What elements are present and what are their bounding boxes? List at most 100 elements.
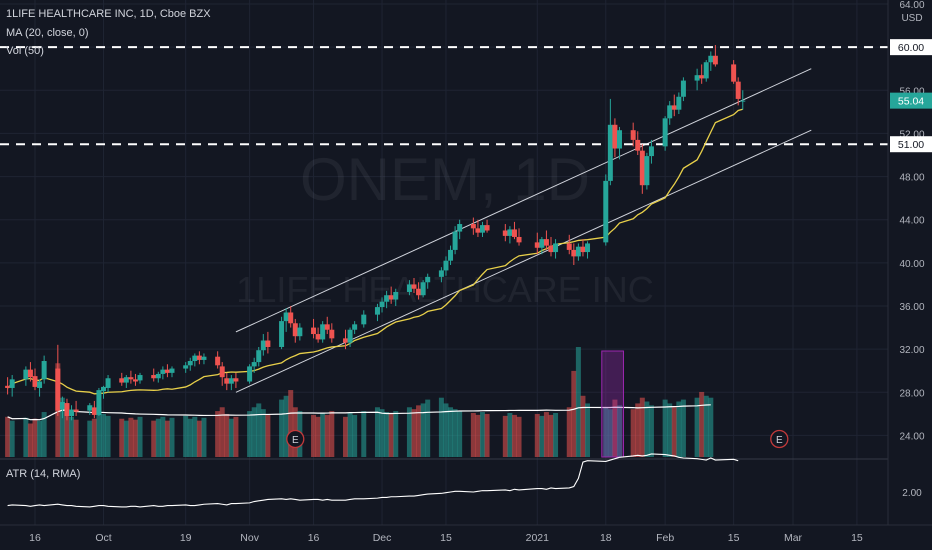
candle-body [283, 312, 289, 322]
volume-bar [662, 399, 668, 457]
ma-line [7, 108, 743, 395]
volume-bar [215, 411, 221, 457]
candle-body [160, 369, 166, 374]
time-tick-label: 15 [851, 532, 863, 544]
price-axis[interactable]: USD 64.00 56.00 52.00 48.00 44.00 40.00 36.00 32… [890, 0, 932, 499]
volume-bar [635, 403, 641, 457]
volume-bar [27, 423, 33, 457]
volume-highlight-box [601, 350, 624, 458]
volume-bar [694, 397, 700, 457]
currency-label: USD [901, 13, 922, 24]
time-tick-label: 16 [308, 532, 320, 544]
candle-body [502, 230, 508, 236]
volume-bar [388, 413, 394, 457]
candle-body [676, 96, 682, 110]
channel-line-lower[interactable] [235, 129, 812, 393]
earnings-marker[interactable] [770, 429, 789, 449]
atr-line [7, 453, 739, 508]
candle-body [164, 369, 170, 373]
volume-bar [169, 417, 175, 457]
level-price-tag[interactable] [890, 39, 932, 56]
volume-bar [59, 397, 65, 457]
candle-body [292, 323, 298, 337]
volume-bar [187, 418, 193, 457]
volume-bar [279, 399, 285, 457]
level-price-label: 51.00 [898, 139, 924, 151]
candle-body [9, 379, 15, 388]
candle-body [320, 324, 326, 340]
volume-bar [708, 397, 714, 457]
volume-bar [703, 395, 709, 457]
symbol-title[interactable]: 1LIFE HEALTHCARE INC, 1D, Cboe BZX [6, 8, 211, 20]
volume-bar [260, 409, 266, 457]
watermark: ONEM, 1D 1LIFE HEALTHCARE INC [236, 146, 653, 310]
volume-bar [151, 420, 157, 457]
candle-body [59, 401, 65, 410]
atr-legend[interactable]: ATR (14, RMA) [6, 468, 81, 480]
moving-average [7, 108, 743, 395]
volume-bar [5, 416, 11, 457]
volume-bar [347, 413, 353, 457]
time-tick-label: 18 [600, 532, 612, 544]
volume-bar [644, 401, 650, 457]
candles [5, 44, 746, 421]
candle-body [64, 403, 70, 417]
volume-bar [64, 411, 70, 457]
time-tick-label: Oct [95, 532, 111, 544]
time-tick-label: Nov [240, 532, 259, 544]
candle-body [315, 334, 321, 340]
volume-bar [96, 407, 102, 457]
candle-body [662, 118, 668, 147]
volume-bar [420, 403, 426, 457]
level-price-tag[interactable] [890, 136, 932, 153]
volume-bar [324, 414, 330, 457]
channel-line-upper[interactable] [235, 68, 812, 333]
horizontal-levels[interactable] [0, 46, 888, 146]
candle-body [247, 366, 253, 382]
candle-body [201, 356, 207, 360]
candle-body [183, 365, 189, 369]
candle-body [119, 378, 125, 383]
trend-channel[interactable] [235, 68, 812, 393]
candle-body [132, 379, 138, 382]
candle-body [393, 291, 399, 300]
volume-bar [511, 414, 517, 457]
last-price-tag[interactable] [890, 92, 932, 109]
price-tick-label: 36.00 [899, 302, 924, 313]
candle-body [374, 307, 380, 315]
volume-bar [361, 411, 367, 457]
candle-body [5, 385, 11, 388]
time-tick-label: Feb [656, 532, 674, 544]
volume-bar [548, 414, 554, 457]
volume-bar [406, 407, 412, 457]
volume-bar [311, 414, 317, 457]
time-axis[interactable]: 16 Oct 19 Nov 16 Dec 15 2021 18 Feb 15 Mar 15 [29, 532, 863, 544]
candle-body [384, 295, 390, 302]
volume-bar [543, 412, 549, 457]
candle-body [379, 301, 385, 308]
volume-bar [425, 399, 431, 457]
volume-bar [580, 395, 586, 457]
volume-bar [87, 420, 93, 457]
volume-bar [507, 413, 513, 457]
candle-body [347, 329, 353, 343]
price-tick-label: 64.00 [899, 0, 924, 11]
time-tick-label: 2021 [526, 532, 550, 544]
candle-body [457, 224, 463, 232]
volume-bar [73, 419, 79, 457]
candle-body [73, 409, 79, 412]
ma-legend[interactable]: MA (20, close, 0) [6, 27, 89, 39]
candle-body [192, 355, 198, 362]
volume-bar [566, 407, 572, 457]
volume-bar [329, 411, 335, 457]
earnings-marker[interactable] [286, 429, 305, 449]
volume-legend[interactable]: Vol (50) [6, 45, 44, 57]
candle-body [443, 260, 449, 271]
volume-bar [571, 370, 577, 457]
candle-body [712, 55, 718, 65]
volume-bar [132, 419, 138, 457]
candle-body [507, 229, 513, 236]
candle-body [680, 80, 686, 97]
